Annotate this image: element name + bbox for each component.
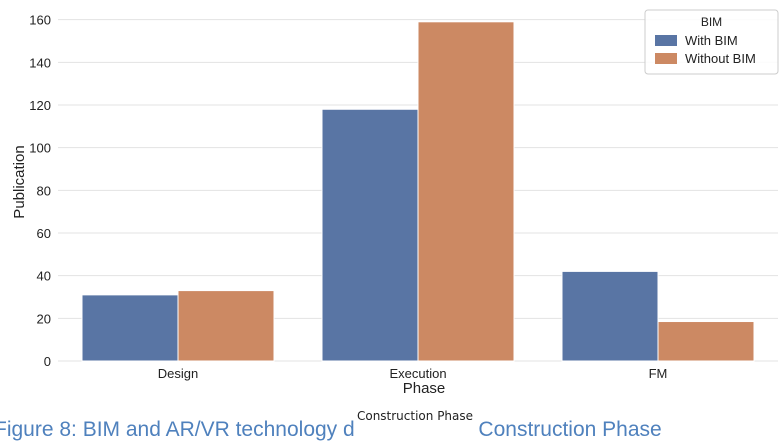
construction-phase-label: Construction Phase bbox=[356, 406, 474, 448]
x-tick-label: FM bbox=[649, 366, 668, 381]
y-tick-label: 40 bbox=[37, 269, 51, 284]
y-tick-label: 160 bbox=[29, 13, 51, 28]
legend-label: Without BIM bbox=[685, 51, 756, 66]
x-tick-label: Design bbox=[158, 366, 198, 381]
bar bbox=[321, 108, 419, 362]
x-tick-labels: Design Execution FM bbox=[158, 366, 668, 381]
bars bbox=[81, 21, 755, 362]
figure-caption: Figure 8: BIM and AR/VR technology distr… bbox=[0, 418, 662, 441]
x-tick-label: Execution bbox=[389, 366, 446, 381]
legend-box bbox=[644, 9, 779, 75]
bar bbox=[657, 321, 755, 362]
y-tick-label: 0 bbox=[44, 354, 51, 369]
y-tick-label: 100 bbox=[29, 141, 51, 156]
y-axis-label: Publication bbox=[11, 145, 28, 218]
y-tick-label: 140 bbox=[29, 55, 51, 70]
bar bbox=[417, 21, 515, 362]
legend: BIM With BIM Without BIM bbox=[644, 9, 779, 75]
y-tick-label: 80 bbox=[37, 183, 51, 198]
y-tick-label: 20 bbox=[37, 311, 51, 326]
y-tick-label: 120 bbox=[29, 98, 51, 113]
y-tick-labels: 0 20 40 60 80 100 120 140 160 bbox=[29, 13, 51, 369]
legend-label: With BIM bbox=[685, 33, 738, 48]
legend-swatch bbox=[655, 53, 677, 64]
bar bbox=[561, 270, 659, 362]
y-tick-label: 60 bbox=[37, 226, 51, 241]
legend-title: BIM bbox=[701, 15, 722, 29]
bar bbox=[81, 294, 179, 362]
x-axis-label: Phase bbox=[403, 380, 446, 397]
bar bbox=[177, 290, 275, 362]
legend-swatch bbox=[655, 35, 677, 46]
